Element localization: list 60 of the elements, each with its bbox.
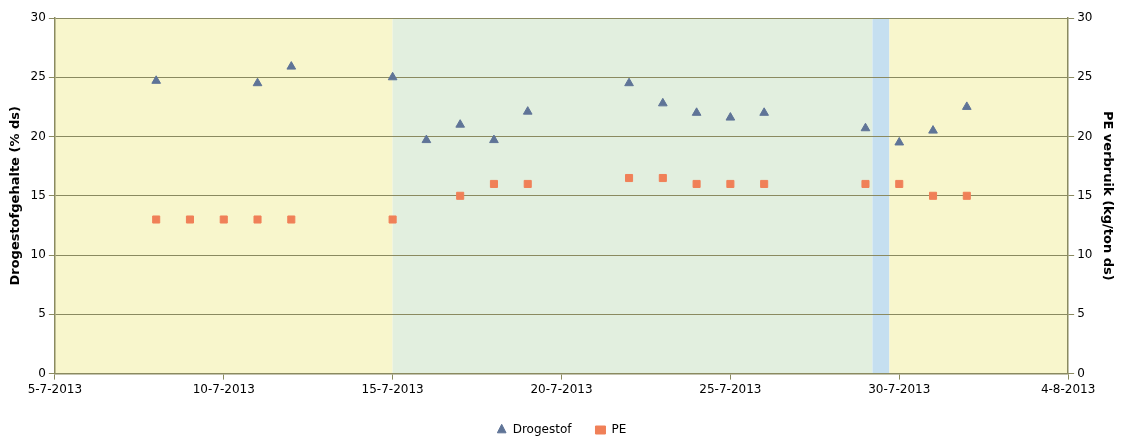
point	[725, 112, 736, 121]
point	[894, 136, 905, 146]
y-tick-label: 0	[38, 365, 46, 380]
y2-tick-label: 15	[1077, 187, 1093, 202]
point	[287, 215, 296, 224]
x-tick-label: 15-7-2013	[361, 381, 424, 396]
y2-axis-title: PE verbruik (kg/ton ds)	[1100, 110, 1116, 281]
point	[522, 106, 533, 115]
point	[691, 107, 702, 116]
legend-label: PE	[611, 422, 627, 437]
point	[455, 119, 465, 128]
point	[759, 107, 769, 116]
point	[523, 179, 532, 188]
point	[624, 77, 634, 87]
point	[387, 71, 398, 81]
point	[252, 77, 263, 87]
point	[692, 179, 701, 188]
x-tick-label: 4-8-2013	[1040, 381, 1096, 396]
point	[219, 215, 228, 224]
x-tick-label: 25-7-2013	[699, 381, 762, 396]
y2-tick-label: 10	[1077, 247, 1093, 262]
x-tick-label: 20-7-2013	[530, 381, 593, 396]
point	[895, 179, 904, 188]
point	[489, 134, 499, 144]
y-axis-title: Drogestofgehalte (% ds)	[7, 106, 23, 286]
point	[928, 125, 938, 134]
point	[928, 191, 938, 200]
point	[388, 215, 397, 224]
point	[253, 215, 262, 224]
x-tick-label: 10-7-2013	[192, 381, 255, 396]
x-tick-label: 30-7-2013	[868, 381, 931, 396]
y-tick-label: 30	[30, 10, 46, 25]
y-tick-label: 25	[30, 69, 46, 84]
y-tick-label: 20	[30, 128, 46, 143]
point	[861, 179, 870, 188]
legend-label: Drogestof	[512, 422, 573, 437]
point	[286, 61, 297, 70]
point	[489, 179, 498, 188]
point	[962, 191, 971, 200]
y2-tick-label: 20	[1077, 128, 1093, 143]
point	[185, 215, 195, 224]
y2-tick-label: 0	[1077, 365, 1085, 380]
y2-tick-label: 5	[1077, 306, 1085, 321]
point	[658, 173, 667, 183]
y-tick-label: 10	[30, 247, 46, 262]
point	[726, 179, 735, 188]
y-tick-label: 15	[30, 187, 46, 202]
point	[152, 215, 161, 224]
point	[961, 101, 972, 110]
point	[860, 122, 871, 132]
point	[421, 134, 432, 144]
y-tick-label: 5	[38, 306, 46, 321]
point	[658, 97, 668, 107]
point	[456, 191, 465, 200]
point	[151, 75, 162, 84]
point	[625, 173, 634, 183]
x-tick-label: 5-7-2013	[27, 381, 83, 396]
y2-tick-label: 30	[1077, 10, 1093, 25]
y2-tick-label: 25	[1077, 69, 1093, 84]
point	[760, 179, 769, 188]
